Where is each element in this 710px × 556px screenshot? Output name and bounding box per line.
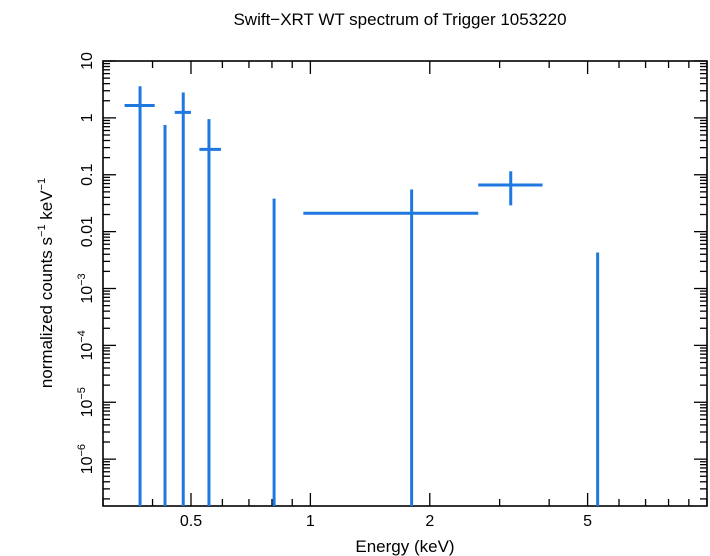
y-tick-base: 10 — [79, 343, 96, 361]
data-points — [124, 86, 600, 506]
y-tick-label: 10−5 — [76, 387, 96, 417]
y-tick-base: 1 — [79, 113, 96, 122]
y-axis-label-exp2: −1 — [36, 178, 48, 191]
x-tick-label: 2 — [425, 513, 434, 530]
y-tick-base: 0.01 — [79, 216, 96, 247]
data-point — [199, 119, 221, 506]
chart-title: Swift−XRT WT spectrum of Trigger 1053220 — [233, 10, 566, 29]
x-tick-label: 0.5 — [180, 513, 202, 530]
y-tick-label: 0.01 — [79, 216, 96, 247]
plot-frame — [102, 60, 708, 507]
y-tick-label: 10−3 — [76, 273, 96, 303]
data-point — [174, 92, 191, 506]
x-tick-label: 1 — [306, 513, 315, 530]
y-tick-base: 10 — [79, 456, 96, 474]
y-tick-label: 10−4 — [76, 330, 96, 360]
y-tick-exponent: −5 — [76, 387, 88, 400]
y-tick-label: 10−6 — [76, 444, 96, 474]
data-point — [478, 171, 543, 206]
y-tick-exponent: −3 — [76, 273, 88, 286]
y-tick-base: 10 — [79, 52, 96, 70]
y-tick-base: 10 — [79, 286, 96, 304]
y-tick-base: 0.1 — [79, 164, 96, 186]
y-tick-exponent: −4 — [76, 330, 88, 343]
x-tick-label: 5 — [583, 513, 592, 530]
x-axis-tick-labels: 0.5 1 2 5 — [180, 513, 592, 530]
y-tick-exponent: −6 — [76, 444, 88, 457]
y-axis-label-mid: keV — [37, 190, 56, 225]
x-axis-ticks — [102, 61, 708, 506]
y-axis-ticks — [103, 60, 707, 500]
y-axis-label-exp1: −1 — [36, 224, 48, 237]
x-axis-label: Energy (keV) — [355, 537, 454, 556]
y-tick-base: 10 — [79, 400, 96, 418]
y-tick-label: 0.1 — [79, 164, 96, 186]
y-tick-label: 1 — [79, 113, 96, 122]
y-axis-label-main: normalized counts s — [37, 237, 56, 388]
y-axis-label: normalized counts s−1 keV−1 — [36, 178, 56, 388]
data-point — [124, 86, 155, 506]
y-tick-label: 10 — [79, 52, 96, 70]
data-point — [303, 189, 479, 506]
